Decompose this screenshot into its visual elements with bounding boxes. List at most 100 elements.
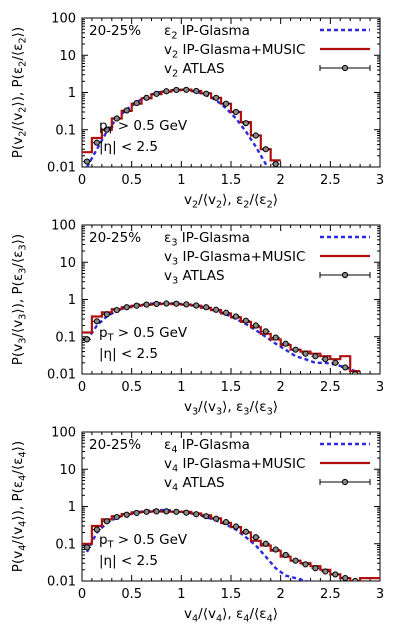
atlas-point xyxy=(83,158,91,165)
legend-symbol-atlas-point xyxy=(341,478,349,486)
atlas-point xyxy=(262,540,269,547)
panel-v2: 0 0.5 1 1.5 2 2.5 3 0.01 0.1 1 10 100 v2/⟨v2⟩, ε2/⟨ε… xyxy=(10,12,384,211)
atlas-point xyxy=(193,302,200,309)
atlas-point xyxy=(103,518,110,525)
atlas-point xyxy=(203,90,210,97)
legend-entry: ε4 IP-Glasma xyxy=(164,437,250,456)
atlas-point xyxy=(272,334,279,341)
atlas-point xyxy=(282,340,289,347)
plot-area xyxy=(82,300,361,374)
atlas-point xyxy=(113,306,120,314)
atlas-point xyxy=(133,99,140,107)
y-tick-label: 0.01 xyxy=(47,575,76,590)
atlas-point xyxy=(282,551,289,559)
atlas-point xyxy=(173,508,180,515)
atlas-point xyxy=(123,107,130,114)
x-tick-label: 2 xyxy=(277,587,285,602)
legend-entry: ε2 IP-Glasma xyxy=(164,23,250,42)
annotation-eta: |η| < 2.5 xyxy=(99,553,158,569)
x-tick-label: 2.5 xyxy=(320,587,341,602)
legend-entry: v3 IP-Glasma+MUSIC xyxy=(164,249,305,268)
annotation-eta: |η| < 2.5 xyxy=(99,346,158,362)
annotation-pt: pT > 0.5 GeV xyxy=(99,325,188,344)
y-tick-label: 10 xyxy=(59,256,76,271)
atlas-point xyxy=(252,132,259,139)
x-tick-label: 1.5 xyxy=(221,380,242,395)
atlas-point xyxy=(203,513,210,520)
atlas-point xyxy=(123,304,130,311)
atlas-point xyxy=(193,87,200,95)
atlas-point xyxy=(153,90,160,97)
y-tick-label: 1 xyxy=(68,500,76,515)
x-tick-label: 3 xyxy=(376,380,384,395)
y-tick-label: 100 xyxy=(51,12,76,27)
x-tick-label: 1 xyxy=(177,173,185,188)
x-tick-label: 2 xyxy=(277,173,285,188)
y-axis-label: P(v4/⟨v4⟩), P(ε4/⟨ε4⟩) xyxy=(10,441,29,572)
plot-area xyxy=(82,86,281,167)
y-tick-label: 0.01 xyxy=(47,161,76,176)
atlas-point xyxy=(252,322,259,329)
atlas-point xyxy=(143,94,150,101)
legend-entry: ε3 IP-Glasma xyxy=(164,230,250,249)
atlas-point xyxy=(352,577,359,581)
y-tick-label: 0.1 xyxy=(55,330,76,345)
y-tick-label: 1 xyxy=(68,293,76,308)
y-axis-label: P(v2/⟨v2⟩), P(ε2/⟨ε2⟩) xyxy=(10,27,29,158)
x-tick-label: 1 xyxy=(177,380,185,395)
atlas-point xyxy=(292,346,299,353)
x-axis-label: v4/⟨v4⟩, ε4/⟨ε4⟩ xyxy=(184,606,278,625)
atlas-point xyxy=(242,120,249,127)
centrality-label: 20-25% xyxy=(89,437,141,453)
legend-entry: v4 IP-Glasma+MUSIC xyxy=(164,456,305,475)
legend-symbol-atlas-point xyxy=(341,64,349,72)
atlas-point xyxy=(93,526,101,533)
atlas-point xyxy=(232,108,240,116)
atlas-point xyxy=(222,100,230,107)
atlas-point xyxy=(193,511,200,518)
legend-entry: v2 ATLAS xyxy=(164,61,225,80)
legend-symbol-atlas-point xyxy=(341,271,349,279)
atlas-point xyxy=(213,94,220,101)
atlas-point xyxy=(352,370,359,374)
atlas-point xyxy=(322,568,329,575)
atlas-point xyxy=(302,561,309,568)
atlas-point xyxy=(173,86,180,94)
atlas-point xyxy=(183,86,190,93)
atlas-point xyxy=(262,146,269,153)
atlas-point xyxy=(133,302,140,309)
atlas-point xyxy=(93,318,101,325)
x-axis-label: v2/⟨v2⟩, ε2/⟨ε2⟩ xyxy=(184,192,278,211)
atlas-point xyxy=(312,353,319,360)
y-axis-label: P(v3/⟨v3⟩), P(ε3/⟨ε3⟩) xyxy=(10,234,29,365)
atlas-point xyxy=(242,317,249,324)
x-tick-label: 1 xyxy=(177,587,185,602)
atlas-point xyxy=(332,359,339,366)
atlas-point xyxy=(133,509,140,517)
atlas-point xyxy=(272,546,279,553)
x-tick-label: 2 xyxy=(277,380,285,395)
annotation-pt: pT > 0.5 GeV xyxy=(99,532,188,551)
x-tick-label: 2.5 xyxy=(320,380,341,395)
series-music-step xyxy=(82,302,361,373)
atlas-point xyxy=(342,364,349,371)
atlas-point xyxy=(222,519,230,526)
atlas-point xyxy=(232,313,240,320)
atlas-point xyxy=(262,328,269,335)
panel-v3: 0 0.5 1 1.5 2 2.5 3 0.01 0.1 1 10 100 v3/⟨v3⟩, ε3/⟨ε… xyxy=(10,219,384,418)
atlas-point xyxy=(143,301,150,308)
atlas-point xyxy=(83,544,91,551)
atlas-point xyxy=(232,523,240,530)
panel-v4: 0 0.5 1 1.5 2 2.5 3 0.01 0.1 1 10 100 v4/⟨v4⟩, ε4/⟨ε… xyxy=(10,426,384,625)
y-tick-label: 0.01 xyxy=(47,368,76,383)
atlas-point xyxy=(173,300,180,307)
x-tick-label: 0.5 xyxy=(121,173,142,188)
atlas-point xyxy=(183,509,190,516)
y-tick-label: 100 xyxy=(51,219,76,234)
x-tick-label: 3 xyxy=(376,173,384,188)
y-tick-label: 0.1 xyxy=(55,537,76,552)
atlas-point xyxy=(213,306,220,313)
atlas-point xyxy=(302,350,309,357)
atlas-point xyxy=(342,574,349,581)
x-tick-label: 1.5 xyxy=(221,173,242,188)
